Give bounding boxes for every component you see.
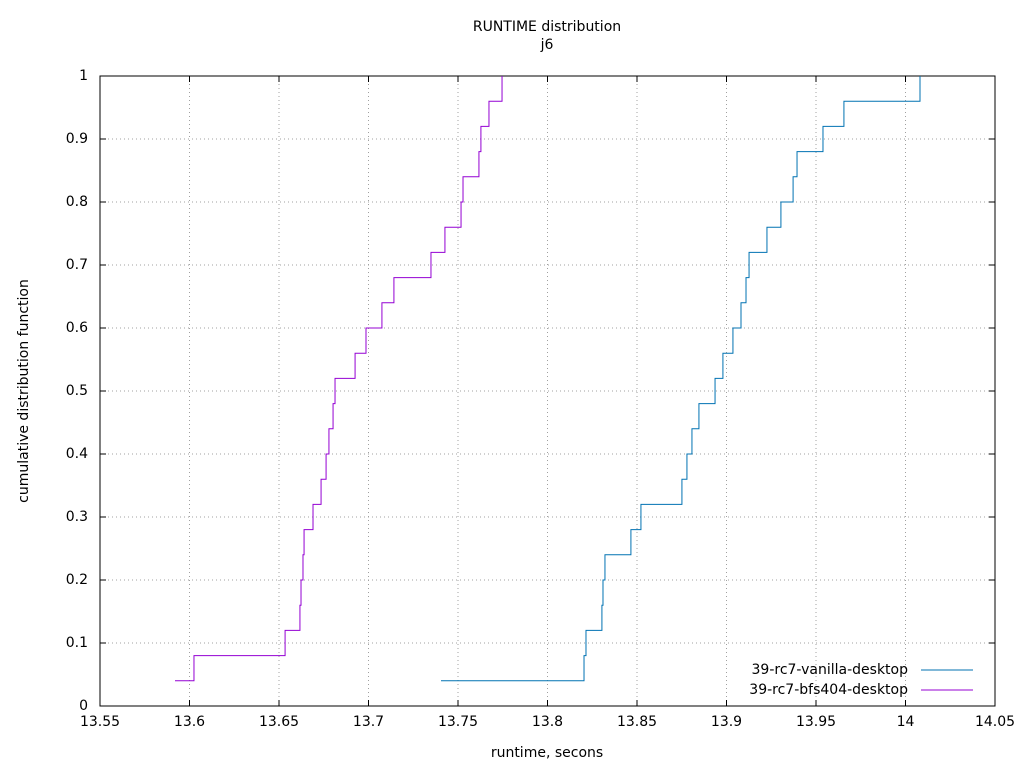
y-tick-label: 0.8 <box>66 194 88 210</box>
step-line <box>440 76 921 682</box>
y-tick-label: 0.1 <box>66 635 88 651</box>
y-tick-label: 1 <box>79 68 88 84</box>
x-tick-label: 13.9 <box>711 714 742 730</box>
x-axis-label: runtime, secons <box>491 745 603 761</box>
y-tick-label: 0.3 <box>66 509 88 525</box>
x-tick-label: 13.85 <box>617 714 657 730</box>
y-tick-label: 0.7 <box>66 257 88 273</box>
step-line <box>175 76 503 682</box>
x-tick-label: 13.95 <box>796 714 836 730</box>
x-tick-label: 13.65 <box>259 714 299 730</box>
chart-subtitle: j6 <box>540 37 554 53</box>
x-tick-label: 13.7 <box>353 714 384 730</box>
x-tick-label: 14.05 <box>975 714 1015 730</box>
x-tick-label: 13.8 <box>532 714 563 730</box>
x-tick-label: 13.75 <box>438 714 478 730</box>
y-tick-label: 0.4 <box>66 446 88 462</box>
y-tick-label: 0.9 <box>66 131 88 147</box>
y-tick-label: 0.2 <box>66 572 88 588</box>
y-tick-label: 0 <box>79 698 88 714</box>
y-tick-label: 0.6 <box>66 320 88 336</box>
x-tick-label: 13.55 <box>80 714 120 730</box>
y-axis-label: cumulative distribution function <box>16 279 32 503</box>
legend-label: 39-rc7-vanilla-desktop <box>752 662 909 678</box>
x-tick-label: 13.6 <box>174 714 205 730</box>
plot-border <box>99 75 996 707</box>
legend-label: 39-rc7-bfs404-desktop <box>749 682 908 698</box>
y-tick-label: 0.5 <box>66 383 88 399</box>
chart-title: RUNTIME distribution <box>473 19 621 35</box>
x-tick-label: 14 <box>897 714 915 730</box>
